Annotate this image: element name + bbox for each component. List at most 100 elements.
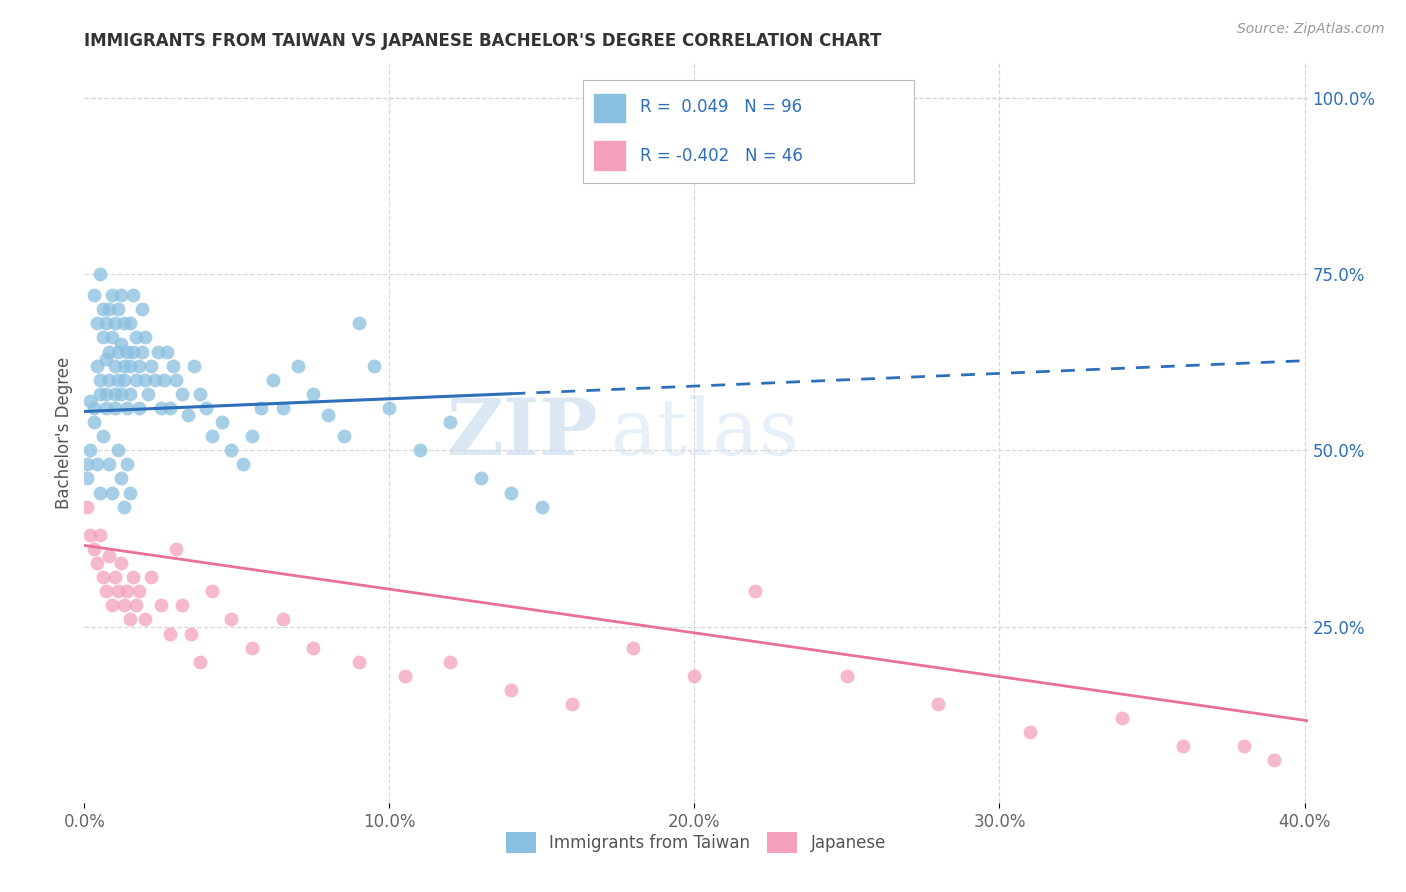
Point (86, 458, 108, 472)
Point (104, 316, 127, 330)
Point (115, 584, 138, 599)
Point (195, 401, 218, 415)
Point (271, 401, 294, 415)
Point (188, 387, 211, 401)
Point (110, 471, 132, 485)
Point (1171, 739, 1194, 754)
Point (439, 415, 461, 429)
Point (83, 288, 105, 302)
Text: IMMIGRANTS FROM TAIWAN VS JAPANESE BACHELOR'S DEGREE CORRELATION CHART: IMMIGRANTS FROM TAIWAN VS JAPANESE BACHE… (84, 32, 882, 50)
Y-axis label: Bachelor's Degree: Bachelor's Degree (55, 357, 73, 508)
Point (623, 640, 645, 655)
Point (97, 458, 120, 472)
Point (79, 528, 101, 542)
Point (110, 556, 132, 570)
Point (470, 471, 492, 485)
Point (112, 373, 135, 387)
Point (107, 443, 129, 458)
Point (378, 401, 401, 415)
Bar (593, 93, 627, 123)
Point (86, 556, 108, 570)
Point (744, 584, 766, 599)
Point (83, 401, 105, 415)
Point (107, 373, 129, 387)
Point (131, 344, 153, 359)
Point (76, 500, 98, 514)
Point (141, 359, 163, 373)
Point (170, 599, 193, 613)
Legend: Immigrants from Taiwan, Japanese: Immigrants from Taiwan, Japanese (498, 824, 894, 861)
Point (125, 330, 148, 344)
Point (302, 387, 325, 401)
Text: ZIP: ZIP (447, 394, 598, 471)
Point (122, 344, 145, 359)
Point (128, 359, 150, 373)
Point (165, 541, 187, 556)
Point (94, 584, 117, 599)
Point (271, 612, 294, 626)
Point (149, 599, 172, 613)
Point (1111, 711, 1133, 725)
Point (86, 316, 108, 330)
Point (134, 330, 156, 344)
Point (131, 302, 153, 317)
Point (89, 373, 111, 387)
Point (170, 387, 193, 401)
Point (89, 267, 111, 281)
Point (143, 373, 166, 387)
Point (211, 415, 233, 429)
Point (115, 401, 138, 415)
Point (394, 669, 416, 683)
Point (138, 387, 160, 401)
Point (263, 373, 285, 387)
Point (97, 344, 120, 359)
Point (501, 485, 523, 500)
Point (219, 443, 242, 458)
Point (240, 640, 263, 655)
Point (115, 344, 138, 359)
Point (240, 429, 263, 443)
Text: R = -0.402   N = 46: R = -0.402 N = 46 (640, 146, 803, 165)
Point (177, 408, 200, 422)
Point (76, 471, 98, 485)
Point (347, 655, 370, 669)
Point (183, 359, 205, 373)
Point (128, 584, 150, 599)
Point (201, 429, 224, 443)
Point (76, 458, 98, 472)
Point (104, 387, 127, 401)
Point (347, 316, 370, 330)
Point (180, 626, 202, 640)
Point (927, 697, 949, 711)
Point (1019, 725, 1042, 739)
Point (107, 302, 129, 317)
Point (128, 401, 150, 415)
Point (125, 599, 148, 613)
Point (120, 387, 142, 401)
Point (107, 344, 129, 359)
Point (683, 669, 706, 683)
Point (318, 408, 340, 422)
Point (561, 697, 583, 711)
Point (530, 500, 553, 514)
Point (122, 570, 145, 584)
Point (89, 485, 111, 500)
Point (91, 429, 114, 443)
Point (101, 330, 124, 344)
Point (165, 373, 187, 387)
Point (101, 288, 124, 302)
Point (156, 344, 179, 359)
Point (91, 330, 114, 344)
Point (94, 351, 117, 366)
Point (232, 458, 254, 472)
Point (501, 683, 523, 698)
Point (149, 401, 172, 415)
Point (159, 401, 181, 415)
Point (97, 549, 120, 563)
Point (146, 344, 169, 359)
Point (409, 443, 432, 458)
Point (89, 387, 111, 401)
Point (107, 584, 129, 599)
Point (1232, 739, 1254, 754)
Point (120, 485, 142, 500)
